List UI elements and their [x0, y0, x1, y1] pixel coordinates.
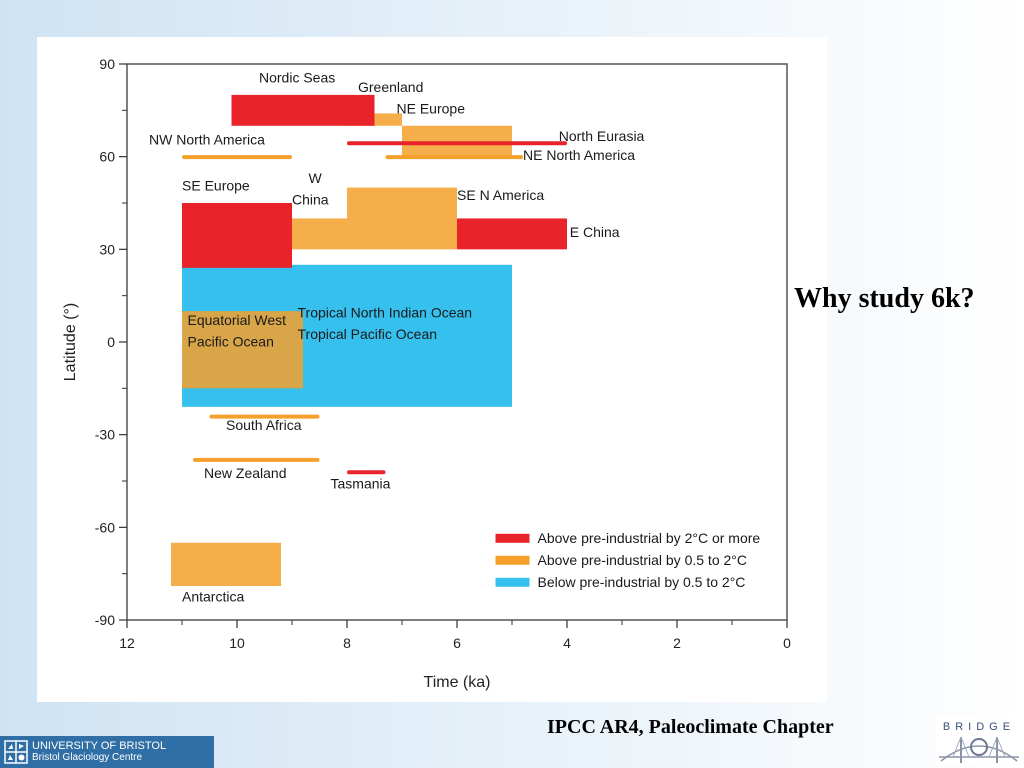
- legend-swatch: [495, 577, 530, 587]
- region-label: Nordic Seas: [259, 70, 335, 86]
- x-tick-label: 6: [453, 635, 461, 651]
- y-tick-label: 0: [107, 334, 115, 350]
- region-label: NE Europe: [397, 100, 466, 116]
- x-tick-label: 8: [343, 635, 351, 651]
- region-label: Antarctica: [182, 588, 244, 604]
- region-bar: [182, 155, 292, 160]
- y-tick-label: 30: [99, 241, 115, 257]
- bridge-logo-icon: BRIDGE: [935, 717, 1023, 765]
- region-bar: [292, 218, 347, 250]
- region-label: SE N America: [457, 187, 544, 203]
- region-label: NE North America: [523, 147, 635, 163]
- chart-panel: 12 10 8 6 4 2 0 90 60 30 0 -30 -60 -90 Time (ka) Latitu…: [37, 37, 827, 702]
- x-tick-label: 2: [673, 635, 681, 651]
- region-bar: [385, 155, 523, 160]
- region-bar: [347, 141, 567, 146]
- region-bar: [209, 414, 320, 419]
- legend-entry: Below pre-industrial by 0.5 to 2°C: [538, 574, 746, 590]
- region-bar: [182, 203, 292, 268]
- x-tick-label: 4: [563, 635, 571, 651]
- region-bar: [347, 470, 386, 475]
- citation-text: IPCC AR4, Paleoclimate Chapter: [547, 716, 834, 738]
- region-bar: [171, 542, 281, 587]
- x-tick-label: 12: [119, 635, 135, 651]
- region-bar: [231, 94, 375, 126]
- legend-swatch: [495, 533, 530, 543]
- region-label: SE Europe: [182, 178, 250, 194]
- bristol-university-crest-icon: [4, 740, 28, 764]
- region-label: China: [292, 192, 329, 208]
- legend-entry: Above pre-industrial by 0.5 to 2°C: [538, 552, 748, 568]
- x-tick-label: 0: [783, 635, 791, 651]
- region-bar: [457, 218, 567, 250]
- bridge-logo-text: BRIDGE: [943, 721, 1015, 733]
- university-label: UNIVERSITY OF BRISTOL: [32, 740, 167, 752]
- region-label: NW North America: [149, 131, 265, 147]
- y-tick-label: -30: [95, 427, 115, 443]
- university-footer: UNIVERSITY OF BRISTOL Bristol Glaciology…: [0, 736, 214, 768]
- region-label: New Zealand: [204, 465, 287, 481]
- x-axis-label: Time (ka): [424, 674, 491, 691]
- region-label: E China: [570, 224, 620, 240]
- region-bar: [193, 457, 320, 462]
- region-label: Pacific Ocean: [188, 334, 274, 350]
- y-tick-label: -90: [95, 612, 115, 628]
- x-tick-label: 10: [229, 635, 245, 651]
- region-label: W: [309, 170, 323, 186]
- region-bar: [347, 187, 457, 250]
- university-name: UNIVERSITY OF BRISTOL Bristol Glaciology…: [32, 740, 167, 764]
- region-label: Greenland: [358, 79, 423, 95]
- y-axis-label: Latitude (°): [62, 303, 79, 381]
- legend-entry: Above pre-industrial by 2°C or more: [538, 530, 761, 546]
- centre-label: Bristol Glaciology Centre: [32, 752, 143, 763]
- region-label: Tropical Pacific Ocean: [298, 326, 438, 342]
- slide-side-title: Why study 6k?: [794, 283, 975, 314]
- region-bar: [182, 311, 303, 389]
- legend-swatch: [495, 555, 530, 565]
- y-tick-label: 90: [99, 56, 115, 72]
- region-label: South Africa: [226, 417, 302, 433]
- region-label: North Eurasia: [559, 128, 645, 144]
- y-tick-label: 60: [99, 149, 115, 165]
- latitude-time-chart: 12 10 8 6 4 2 0 90 60 30 0 -30 -60 -90 Time (ka) Latitu…: [62, 56, 791, 691]
- region-label: Equatorial West: [188, 312, 287, 328]
- region-label: Tasmania: [331, 476, 391, 492]
- region-label: Tropical North Indian Ocean: [298, 304, 473, 320]
- y-tick-label: -60: [95, 519, 115, 535]
